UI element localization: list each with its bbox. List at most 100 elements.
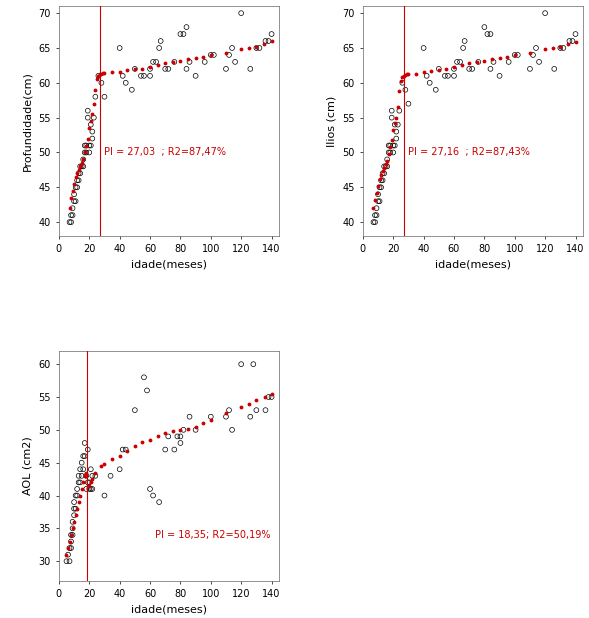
Point — [555, 43, 565, 53]
Point — [392, 127, 401, 137]
Point — [550, 64, 559, 74]
Point — [393, 120, 402, 130]
Point — [88, 133, 97, 143]
Point — [460, 36, 469, 46]
Point — [185, 57, 194, 67]
Point — [390, 140, 399, 150]
Point — [173, 431, 182, 441]
Point — [85, 148, 94, 158]
Point — [74, 478, 84, 488]
Point — [78, 464, 88, 474]
Point — [106, 471, 115, 481]
Point — [72, 182, 82, 192]
Point — [495, 71, 504, 81]
Point — [68, 517, 77, 527]
Point — [89, 112, 98, 122]
Point — [86, 140, 95, 150]
Point — [384, 140, 393, 150]
Point — [373, 197, 383, 206]
Point — [139, 71, 148, 81]
Point — [376, 182, 386, 192]
Point — [449, 64, 459, 74]
Point — [161, 64, 170, 74]
Point — [80, 140, 90, 150]
Point — [510, 50, 519, 60]
Point — [67, 210, 76, 220]
Point — [389, 148, 398, 158]
Point — [379, 169, 389, 179]
Point — [97, 78, 106, 88]
X-axis label: idade(meses): idade(meses) — [131, 260, 207, 270]
Text: PI = 27,16  ; R2=87,43%: PI = 27,16 ; R2=87,43% — [408, 148, 530, 158]
Point — [80, 148, 90, 158]
Point — [63, 549, 72, 559]
Point — [178, 425, 188, 435]
Point — [86, 484, 95, 494]
Point — [230, 57, 240, 67]
Point — [227, 425, 237, 435]
Point — [387, 106, 396, 116]
Point — [372, 210, 381, 220]
Point — [148, 57, 158, 67]
Point — [67, 536, 76, 546]
Point — [486, 64, 495, 74]
Point — [369, 217, 378, 227]
Point — [483, 29, 492, 39]
Point — [504, 57, 514, 67]
Point — [75, 169, 85, 179]
Point — [468, 64, 477, 74]
Point — [267, 392, 276, 402]
Point — [443, 71, 452, 81]
Point — [91, 92, 100, 102]
Point — [370, 210, 380, 220]
Point — [81, 140, 91, 150]
Point — [74, 471, 84, 481]
Y-axis label: Profundidade(cm): Profundidade(cm) — [22, 71, 32, 171]
Point — [72, 176, 82, 185]
Point — [164, 431, 173, 441]
Point — [170, 444, 179, 454]
Point — [372, 203, 381, 213]
Point — [170, 57, 179, 67]
Point — [71, 182, 80, 192]
Point — [72, 484, 82, 494]
Point — [375, 182, 384, 192]
Point — [382, 154, 392, 164]
Point — [264, 36, 273, 46]
Point — [395, 106, 404, 116]
Point — [86, 120, 95, 130]
Point — [525, 64, 535, 74]
Point — [224, 405, 234, 415]
Point — [115, 43, 124, 53]
Point — [127, 85, 137, 95]
Point — [85, 484, 94, 494]
Point — [479, 22, 489, 32]
Point — [154, 43, 164, 53]
Point — [221, 64, 231, 74]
Point — [176, 29, 185, 39]
Point — [156, 36, 166, 46]
Point — [118, 444, 127, 454]
Point — [88, 484, 97, 494]
Point — [130, 405, 140, 415]
Point — [71, 197, 80, 206]
Point — [206, 50, 216, 60]
Point — [67, 530, 76, 540]
Point — [86, 464, 95, 474]
Point — [185, 412, 194, 421]
Point — [85, 478, 94, 488]
Point — [143, 386, 152, 396]
Point — [70, 497, 79, 507]
Point — [71, 504, 80, 514]
Point — [261, 405, 270, 415]
Point — [568, 36, 577, 46]
Point — [385, 140, 395, 150]
Point — [558, 43, 568, 53]
Point — [80, 451, 90, 461]
Point — [236, 8, 246, 18]
Point — [249, 359, 258, 369]
Point — [373, 189, 383, 199]
Point — [85, 140, 94, 150]
Point — [77, 161, 87, 171]
Point — [401, 85, 410, 95]
